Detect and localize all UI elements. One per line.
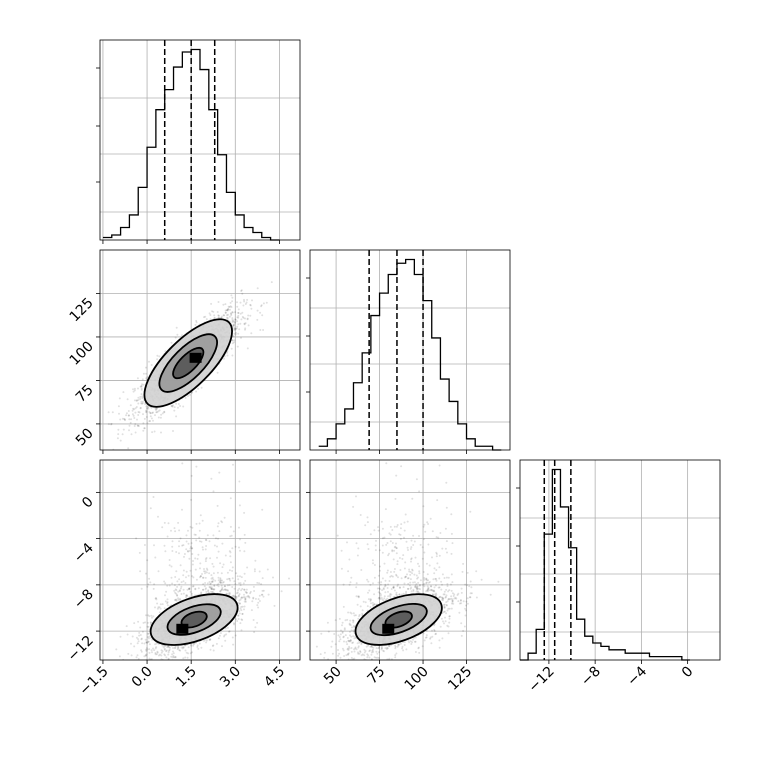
x-tick-label-p0-3: 3.0 bbox=[217, 664, 244, 691]
x-tick-label-p2-2: −4 bbox=[624, 663, 650, 689]
hist-frame-p0 bbox=[99, 39, 301, 241]
density-peak bbox=[382, 623, 395, 634]
y-tick-label-p1-0: 50 bbox=[73, 425, 97, 449]
scatter-frame bbox=[99, 459, 301, 661]
scatter-frame bbox=[309, 459, 511, 661]
hist-panel-p2 bbox=[516, 459, 721, 664]
x-tick-label-p0-0: −1.5 bbox=[76, 664, 111, 699]
x-tick-label-p1-3: 125 bbox=[445, 664, 475, 694]
y-tick-label-p1-1: 75 bbox=[73, 382, 97, 406]
y-tick-label-p2-3: 0 bbox=[79, 494, 97, 512]
x-tick-label-p2-0: −12 bbox=[526, 664, 558, 696]
x-tick-label-p1-0: 50 bbox=[321, 664, 345, 688]
y-tick-label-p2-2: −4 bbox=[71, 540, 97, 566]
hist-panel-p1 bbox=[306, 249, 511, 454]
hist-frame-p2 bbox=[519, 459, 721, 661]
scatter-points bbox=[315, 462, 500, 660]
scatter-panel-p0-p1 bbox=[96, 249, 301, 454]
scatter-panel-p1-p2 bbox=[306, 459, 511, 664]
x-tick-label-p0-2: 1.5 bbox=[173, 664, 200, 691]
x-tick-label-p0-4: 4.5 bbox=[261, 664, 288, 691]
x-tick-label-p2-3: 0 bbox=[679, 664, 697, 682]
x-tick-label-p0-1: 0.0 bbox=[129, 664, 156, 691]
y-tick-label-p2-1: −8 bbox=[71, 586, 97, 612]
hist-steps-p2 bbox=[520, 468, 690, 661]
x-tick-label-p1-1: 75 bbox=[364, 664, 388, 688]
density-peak bbox=[176, 623, 189, 634]
hist-panel-p0 bbox=[96, 39, 301, 244]
y-tick-label-p1-2: 100 bbox=[67, 338, 97, 368]
scatter-frame bbox=[99, 249, 301, 451]
density-peak bbox=[189, 352, 202, 363]
y-tick-label-p2-0: −12 bbox=[65, 633, 97, 665]
x-tick-label-p1-2: 100 bbox=[402, 664, 432, 694]
scatter-panel-p0-p2 bbox=[96, 459, 301, 664]
hist-frame-p1 bbox=[309, 249, 511, 451]
y-tick-label-p1-3: 125 bbox=[67, 295, 97, 325]
hist-steps-p1 bbox=[318, 258, 502, 451]
x-tick-label-p2-1: −8 bbox=[578, 664, 604, 690]
